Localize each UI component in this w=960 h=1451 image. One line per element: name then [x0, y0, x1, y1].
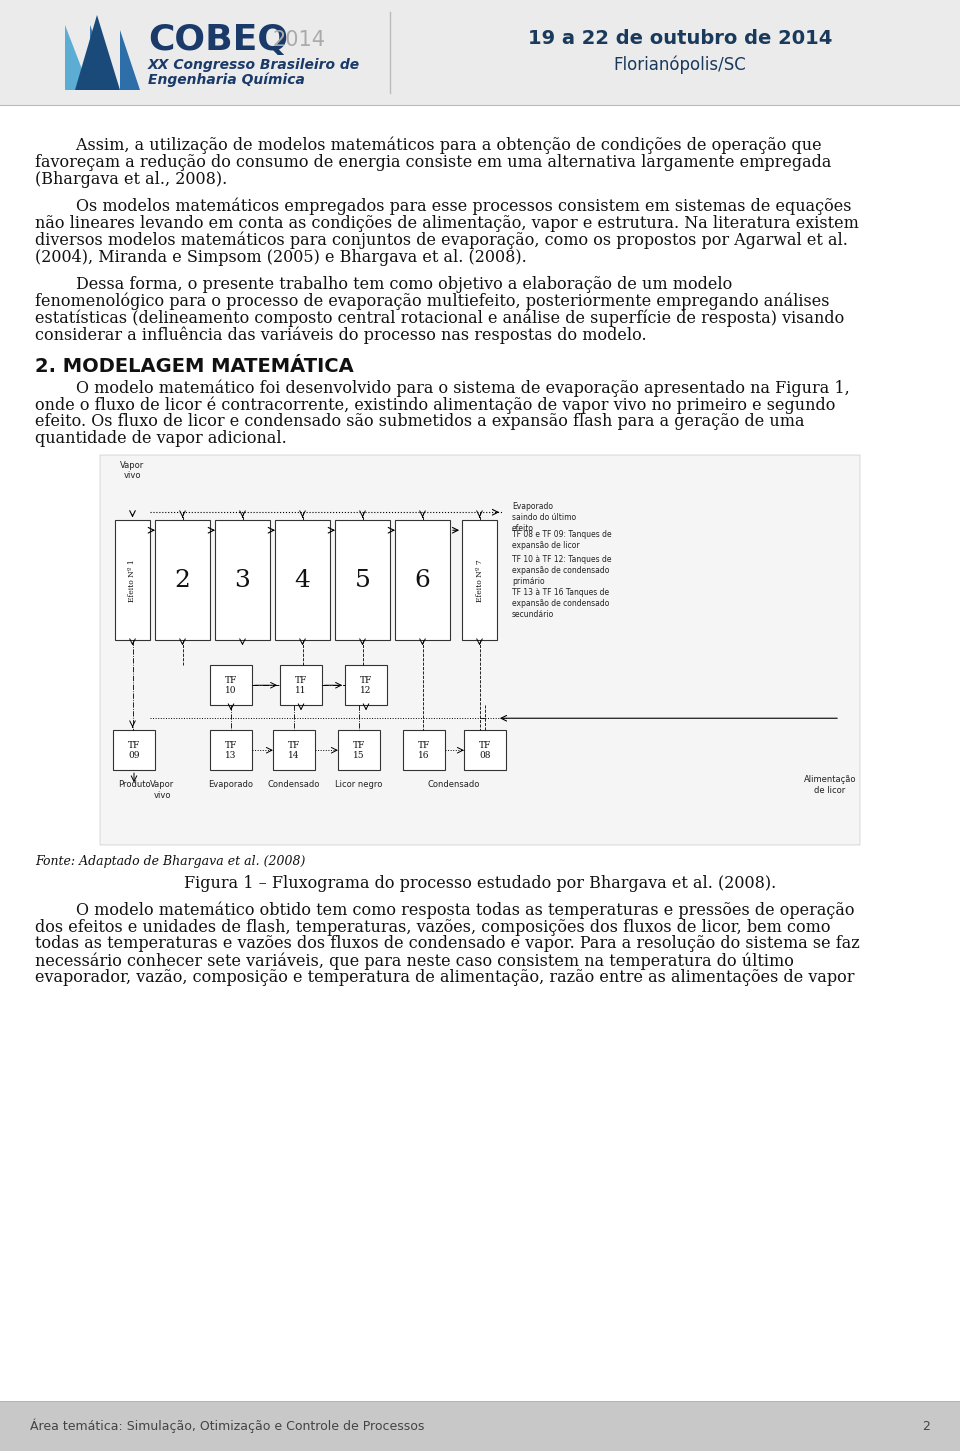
- Text: COBEQ: COBEQ: [148, 23, 288, 57]
- Text: (2004), Miranda e Simpsom (2005) e Bhargava et al. (2008).: (2004), Miranda e Simpsom (2005) e Bharg…: [35, 248, 527, 266]
- Text: Condensado: Condensado: [268, 781, 321, 789]
- Text: efeito. Os fluxo de licor e condensado são submetidos a expansão flash para a ge: efeito. Os fluxo de licor e condensado s…: [35, 414, 804, 429]
- Bar: [345, 665, 387, 705]
- Text: favoreçam a redução do consumo de energia consiste em uma alternativa largamente: favoreçam a redução do consumo de energi…: [35, 154, 831, 171]
- Polygon shape: [120, 30, 140, 90]
- Bar: [0, 1402, 960, 1451]
- Text: diversos modelos matemáticos para conjuntos de evaporação, como os propostos por: diversos modelos matemáticos para conjun…: [35, 232, 848, 250]
- Polygon shape: [75, 15, 120, 90]
- Text: TF
15: TF 15: [353, 740, 365, 760]
- Text: estatísticas (delineamento composto central rotacional e análise de superfície d: estatísticas (delineamento composto cent…: [35, 309, 844, 326]
- Text: Engenharia Química: Engenharia Química: [148, 73, 305, 87]
- Bar: [115, 521, 150, 640]
- Text: TF
11: TF 11: [295, 676, 307, 695]
- Text: Evaporado: Evaporado: [208, 781, 253, 789]
- Text: Área temática: Simulação, Otimização e Controle de Processos: Área temática: Simulação, Otimização e C…: [30, 1419, 424, 1434]
- Text: Efeito Nº 7: Efeito Nº 7: [475, 559, 484, 602]
- Bar: [100, 456, 860, 846]
- Text: 2014: 2014: [272, 30, 325, 49]
- Text: TF
16: TF 16: [418, 740, 430, 760]
- Text: Produto: Produto: [118, 781, 151, 789]
- Text: Figura 1 – Fluxograma do processo estudado por Bhargava et al. (2008).: Figura 1 – Fluxograma do processo estuda…: [184, 875, 776, 892]
- Bar: [275, 521, 330, 640]
- Text: Evaporado
saindo do último
efeito: Evaporado saindo do último efeito: [512, 502, 576, 534]
- Bar: [0, 0, 960, 104]
- Bar: [462, 521, 497, 640]
- Bar: [464, 730, 506, 770]
- Text: Condensado: Condensado: [428, 781, 480, 789]
- Text: Alimentação
de licor: Alimentação de licor: [804, 775, 856, 795]
- Text: Dessa forma, o presente trabalho tem como objetivo a elaboração de um modelo: Dessa forma, o presente trabalho tem com…: [35, 276, 732, 293]
- Text: não lineares levando em conta as condições de alimentação, vapor e estrutura. Na: não lineares levando em conta as condiçõ…: [35, 215, 859, 232]
- Text: XX Congresso Brasileiro de: XX Congresso Brasileiro de: [148, 58, 360, 73]
- Bar: [338, 730, 380, 770]
- Text: TF 13 à TF 16 Tanques de
expansão de condensado
secundário: TF 13 à TF 16 Tanques de expansão de con…: [512, 588, 610, 620]
- Bar: [210, 665, 252, 705]
- Text: todas as temperaturas e vazões dos fluxos de condensado e vapor. Para a resoluçã: todas as temperaturas e vazões dos fluxo…: [35, 936, 860, 952]
- Text: TF 08 e TF 09: Tanques de
expansão de licor: TF 08 e TF 09: Tanques de expansão de li…: [512, 530, 612, 550]
- Text: Vapor
vivo: Vapor vivo: [150, 781, 174, 800]
- Polygon shape: [65, 25, 90, 90]
- Bar: [335, 521, 390, 640]
- Text: Fonte: Adaptado de Bhargava et al. (2008): Fonte: Adaptado de Bhargava et al. (2008…: [35, 855, 305, 868]
- Bar: [395, 521, 450, 640]
- Text: TF
12: TF 12: [360, 676, 372, 695]
- Bar: [280, 665, 322, 705]
- Bar: [210, 730, 252, 770]
- Bar: [273, 730, 315, 770]
- Text: Os modelos matemáticos empregados para esse processos consistem em sistemas de e: Os modelos matemáticos empregados para e…: [35, 197, 852, 215]
- Polygon shape: [90, 25, 115, 90]
- Text: 3: 3: [234, 569, 251, 592]
- Text: 5: 5: [354, 569, 371, 592]
- Text: Efeito Nº 1: Efeito Nº 1: [129, 559, 136, 602]
- Text: TF
09: TF 09: [128, 740, 140, 760]
- Text: TF
10: TF 10: [225, 676, 237, 695]
- Text: Vapor
vivo: Vapor vivo: [120, 460, 145, 480]
- Text: O modelo matemático foi desenvolvido para o sistema de evaporação apresentado na: O modelo matemático foi desenvolvido par…: [35, 379, 850, 396]
- Text: 2. MODELAGEM MATEMÁTICA: 2. MODELAGEM MATEMÁTICA: [35, 357, 353, 376]
- Text: quantidade de vapor adicional.: quantidade de vapor adicional.: [35, 429, 287, 447]
- Text: O modelo matemático obtido tem como resposta todas as temperaturas e pressões de: O modelo matemático obtido tem como resp…: [35, 901, 854, 918]
- Text: Licor negro: Licor negro: [335, 781, 383, 789]
- Text: dos efeitos e unidades de flash, temperaturas, vazões, composições dos fluxos de: dos efeitos e unidades de flash, tempera…: [35, 918, 830, 936]
- Text: fenomenológico para o processo de evaporação multiefeito, posteriormente emprega: fenomenológico para o processo de evapor…: [35, 293, 829, 311]
- Text: 6: 6: [415, 569, 430, 592]
- Text: onde o fluxo de licor é contracorrente, existindo alimentação de vapor vivo no p: onde o fluxo de licor é contracorrente, …: [35, 396, 835, 414]
- Text: 2: 2: [923, 1419, 930, 1432]
- Text: 2: 2: [175, 569, 190, 592]
- Text: 4: 4: [295, 569, 310, 592]
- Text: necessário conhecer sete variáveis, que para neste caso consistem na temperatura: necessário conhecer sete variáveis, que …: [35, 952, 794, 969]
- Text: considerar a influência das variáveis do processo nas respostas do modelo.: considerar a influência das variáveis do…: [35, 326, 647, 344]
- Bar: [113, 730, 155, 770]
- Text: 19 a 22 de outubro de 2014: 19 a 22 de outubro de 2014: [528, 29, 832, 48]
- Text: Florianópolis/SC: Florianópolis/SC: [613, 55, 746, 74]
- Text: Assim, a utilização de modelos matemáticos para a obtenção de condições de opera: Assim, a utilização de modelos matemátic…: [35, 136, 822, 154]
- Text: TF
14: TF 14: [288, 740, 300, 760]
- Text: TF 10 à TF 12: Tanques de
expansão de condensado
primário: TF 10 à TF 12: Tanques de expansão de co…: [512, 556, 612, 586]
- Bar: [155, 521, 210, 640]
- Bar: [403, 730, 445, 770]
- Text: (Bhargava et al., 2008).: (Bhargava et al., 2008).: [35, 171, 228, 187]
- Bar: [215, 521, 270, 640]
- Text: TF
13: TF 13: [225, 740, 237, 760]
- Text: evaporador, vazão, composição e temperatura de alimentação, razão entre as alime: evaporador, vazão, composição e temperat…: [35, 969, 854, 987]
- Text: TF
08: TF 08: [479, 740, 492, 760]
